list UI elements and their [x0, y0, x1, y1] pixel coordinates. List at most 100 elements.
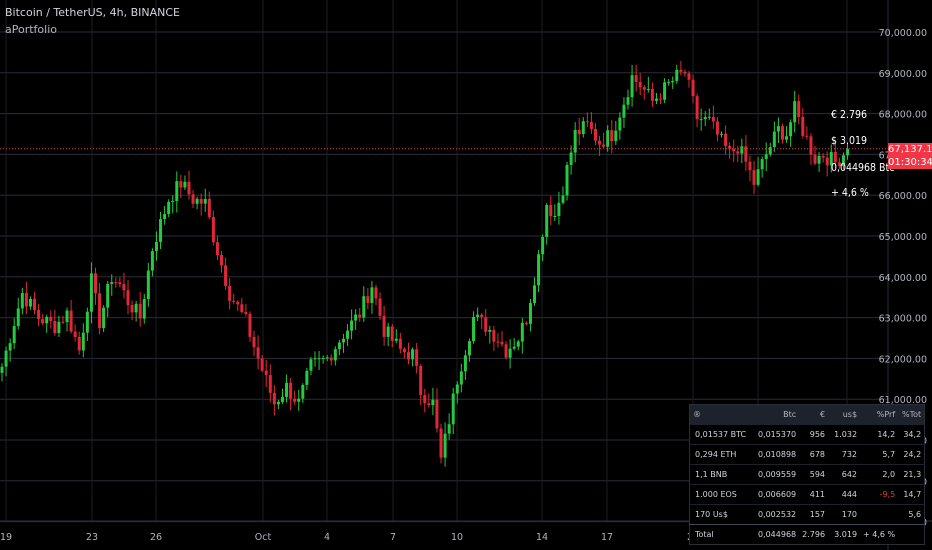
cell-eur: 678: [799, 444, 829, 465]
candle-body: [768, 147, 772, 155]
cell-tot: 24,2: [898, 444, 925, 465]
cell-btc: 0,044968: [749, 524, 800, 545]
cell-prf: [860, 504, 899, 525]
candle-body: [57, 321, 61, 334]
cell-usd: 170: [828, 504, 861, 525]
candle-body: [561, 195, 565, 203]
candle-body: [211, 217, 215, 243]
candle-body: [106, 283, 110, 308]
portfolio-table: ® Btc € us$ %Prf %Tot 0,01537 BTC 0,0153…: [689, 404, 926, 545]
candle-body: [203, 198, 207, 204]
candle-body: [244, 312, 248, 314]
table-row: 170 Us$ 0,002532 157 170 5,6: [689, 504, 925, 525]
candlestick-series: [0, 60, 850, 467]
candle-body: [248, 313, 252, 337]
candle-body: [638, 81, 642, 88]
candle-body: [163, 214, 167, 220]
candle-body: [41, 319, 45, 324]
candle-body: [411, 349, 415, 360]
candle-body: [370, 287, 374, 303]
table-row: 1,1 BNB 0,009559 594 642 2,0 21,3: [689, 464, 925, 485]
candle-body: [419, 365, 423, 396]
cell-usd: 642: [828, 464, 861, 485]
indicator-name[interactable]: aPortfolio: [5, 23, 57, 36]
candle-body: [476, 314, 480, 317]
candle-body: [846, 148, 850, 156]
candle-body: [146, 270, 150, 300]
y-tick-label: 64,000.00: [879, 273, 927, 284]
candle-body: [675, 69, 679, 81]
cell-asset: 170 Us$: [689, 504, 750, 525]
candle-body: [821, 155, 825, 158]
candle-body: [585, 121, 589, 123]
candle-body: [114, 282, 118, 284]
candle-body: [646, 88, 650, 90]
candle-body: [358, 314, 362, 318]
cell-eur: 157: [799, 504, 829, 525]
table-row: 0,01537 BTC 0,015370 956 1.032 14,2 34,2: [689, 424, 925, 445]
candle-body: [504, 344, 508, 358]
candle-body: [85, 311, 89, 333]
cell-btc: 0,010898: [749, 444, 800, 465]
candle-body: [463, 355, 467, 372]
candle-body: [764, 154, 768, 160]
candle-body: [398, 338, 402, 349]
candle-body: [659, 98, 663, 100]
candle-body: [602, 144, 606, 147]
candle-body: [565, 164, 569, 196]
symbol-title[interactable]: Bitcoin / TetherUS, 4h, BINANCE: [5, 6, 181, 19]
candle-body: [598, 140, 602, 145]
candle-body: [81, 332, 85, 351]
candle-body: [159, 219, 163, 242]
candle-body: [671, 80, 675, 83]
candle-body: [455, 384, 459, 394]
candle-body: [614, 130, 618, 142]
table-row: 0,294 ETH 0,010898 678 732 5,7 24,2: [689, 444, 925, 465]
candle-body: [49, 316, 53, 322]
candle-body: [630, 75, 634, 98]
candle-body: [809, 136, 813, 155]
candle-body: [431, 399, 435, 406]
candle-body: [232, 300, 236, 302]
cell-btc: 0,006609: [749, 484, 800, 505]
candle-body: [813, 154, 817, 164]
x-axis-ticks: 192326Oct47101417212428: [0, 532, 853, 543]
candle-body: [195, 198, 199, 204]
candle-body: [715, 121, 719, 135]
candle-body: [366, 296, 370, 303]
candle-body: [833, 151, 837, 163]
candle-body: [407, 352, 410, 360]
candle-body: [293, 398, 297, 402]
candle-body: [740, 146, 744, 154]
candle-body: [386, 326, 390, 337]
candle-body: [703, 116, 707, 120]
portfolio-usd-value: $ 3.019: [831, 135, 868, 147]
cell-prf: 2,0: [860, 464, 899, 485]
candle-body: [390, 326, 394, 341]
candle-body: [752, 170, 756, 185]
candle-body: [321, 358, 325, 360]
cell-eur: 594: [799, 464, 829, 485]
candle-body: [699, 119, 703, 121]
cell-eur: 411: [799, 484, 829, 505]
candle-body: [154, 241, 158, 252]
col-header-btc: Btc: [749, 404, 800, 425]
candle-body: [276, 401, 280, 405]
x-tick-label: Oct: [255, 532, 272, 543]
candle-body: [394, 338, 398, 341]
candle-body: [374, 287, 378, 299]
candle-body: [825, 157, 829, 166]
candle-body: [435, 399, 439, 429]
candle-body: [459, 371, 463, 385]
col-header-tot: %Tot: [898, 404, 925, 425]
candle-body: [512, 346, 516, 349]
candle-body: [760, 159, 764, 170]
candle-body: [667, 82, 671, 84]
candle-body: [732, 148, 736, 152]
cell-btc: 0,015370: [749, 424, 800, 445]
candle-body: [4, 350, 8, 367]
candle-body: [53, 321, 57, 334]
cell-usd: 732: [828, 444, 861, 465]
candle-body: [837, 162, 841, 166]
candle-body: [447, 424, 451, 434]
